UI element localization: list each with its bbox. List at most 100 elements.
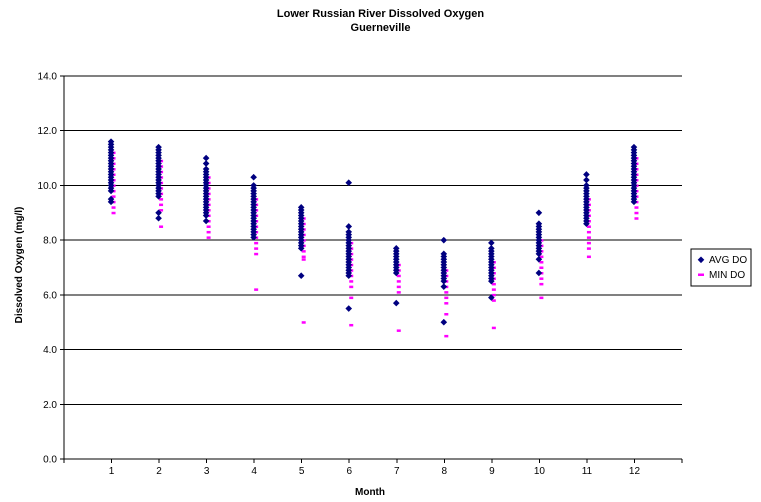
avg-do-point-41 <box>155 214 162 222</box>
min-do-point-123 <box>634 206 639 209</box>
avg-do-point-213 <box>630 198 638 206</box>
min-do-point-8 <box>111 195 116 198</box>
min-do-point-56 <box>301 321 306 324</box>
y-axis-label: Dissolved Oxygen (mg/l) <box>14 207 25 324</box>
avg-do-point-20 <box>107 198 115 206</box>
avg-do-point-101 <box>345 179 353 186</box>
x-tick-label-4: 5 <box>299 466 305 477</box>
min-do-point-124 <box>634 211 639 215</box>
x-tick-label-9: 10 <box>534 466 546 477</box>
min-do-point-21 <box>159 209 164 212</box>
chart-title: Lower Russian River Dissolved Oxygen <box>276 8 485 20</box>
min-do-point-20 <box>159 203 164 207</box>
avg-do-point-130 <box>392 269 400 277</box>
avg-do-point-83 <box>250 234 257 241</box>
min-do-point-98 <box>539 266 544 269</box>
x-tick-label-2: 3 <box>204 466 210 477</box>
avg-do-point-161 <box>535 209 543 217</box>
min-do-point-91 <box>491 299 496 302</box>
min-do-point-33 <box>206 230 211 234</box>
min-do-point-113 <box>586 255 591 259</box>
avg-do-point-39 <box>155 193 162 200</box>
avg-do-point-160 <box>488 294 495 301</box>
y-tick-label-0: 0.0 <box>43 455 57 466</box>
x-tick-label-7: 8 <box>442 466 448 477</box>
avg-do-point-131 <box>392 299 400 307</box>
legend-avg-do-label: AVG DO <box>709 255 747 266</box>
min-do-point-53 <box>301 250 306 253</box>
avg-do-point-132 <box>440 236 448 244</box>
axes <box>63 76 682 460</box>
x-axis-label: Month <box>355 487 385 498</box>
min-do-point-89 <box>491 288 496 291</box>
x-axis-ticks: 1 2 3 4 5 6 7 8 9 10 11 12 <box>63 459 683 477</box>
legend-min-do-label: MIN DO <box>709 270 745 281</box>
avg-do-point-146 <box>488 239 495 247</box>
legend-item-min-do: MIN DO <box>698 270 745 281</box>
y-tick-label-3: 6.0 <box>43 290 57 301</box>
series-min-do <box>111 151 639 338</box>
min-do-point-102 <box>539 296 544 300</box>
x-tick-label-10: 11 <box>582 466 593 477</box>
min-do-point-11 <box>111 211 116 215</box>
legend: AVG DO MIN DO <box>690 248 752 287</box>
avg-do-point-174 <box>535 255 543 263</box>
y-tick-label-2: 4.0 <box>43 345 57 356</box>
avg-do-point-61 <box>202 212 210 219</box>
avg-do-point-100 <box>297 272 305 280</box>
avg-do-point-120 <box>345 305 353 312</box>
avg-do-point-42 <box>202 154 210 162</box>
min-do-point-55 <box>301 258 306 261</box>
min-do-point-88 <box>491 282 496 286</box>
min-do-point-46 <box>254 288 259 291</box>
legend-min-do-marker <box>698 273 704 276</box>
min-do-point-81 <box>444 302 449 305</box>
y-tick-label-7: 14.0 <box>38 72 58 83</box>
avg-do-point-18 <box>107 187 115 195</box>
legend-avg-do-marker <box>697 256 705 264</box>
x-tick-label-11: 12 <box>629 466 641 477</box>
min-do-point-110 <box>586 236 591 239</box>
chart-subtitle: Guerneville <box>350 22 411 34</box>
avg-do-point-145 <box>440 318 448 326</box>
min-do-point-90 <box>491 293 496 297</box>
min-do-point-54 <box>301 255 306 259</box>
min-do-point-109 <box>586 230 591 234</box>
min-do-point-66 <box>349 296 354 300</box>
y-tick-label-6: 12.0 <box>38 126 58 137</box>
series-avg-do <box>107 138 638 326</box>
avg-do-point-144 <box>440 283 448 290</box>
min-do-point-80 <box>444 296 449 300</box>
avg-do-point-175 <box>535 269 543 277</box>
min-do-point-108 <box>586 225 591 228</box>
min-do-point-71 <box>396 280 401 283</box>
x-tick-label-0: 1 <box>109 466 115 477</box>
avg-do-point-176 <box>583 171 590 178</box>
avg-do-point-119 <box>345 272 353 280</box>
min-do-point-19 <box>159 198 164 201</box>
y-axis-ticks: 0.0 2.0 4.0 6.0 8.0 10.0 12.0 14.0 <box>38 72 64 466</box>
min-do-point-79 <box>444 291 449 294</box>
min-do-point-45 <box>254 252 259 256</box>
min-do-point-64 <box>349 280 354 283</box>
x-tick-label-1: 2 <box>156 466 162 477</box>
y-tick-label-5: 10.0 <box>38 181 58 192</box>
avg-do-point-40 <box>155 209 162 217</box>
min-do-point-101 <box>539 282 544 286</box>
legend-box <box>690 248 752 287</box>
x-tick-label-3: 4 <box>251 466 257 477</box>
y-tick-label-1: 2.0 <box>43 400 57 411</box>
min-do-point-34 <box>206 236 211 239</box>
x-tick-label-5: 6 <box>346 466 352 477</box>
min-do-point-44 <box>254 247 259 250</box>
min-do-point-74 <box>396 329 401 332</box>
min-do-point-22 <box>159 225 164 228</box>
min-do-point-72 <box>396 285 401 289</box>
min-do-point-73 <box>396 291 401 294</box>
x-tick-label-6: 7 <box>394 466 400 477</box>
min-do-point-82 <box>444 313 449 316</box>
min-do-point-83 <box>444 334 449 338</box>
y-tick-label-4: 8.0 <box>43 236 57 247</box>
avg-do-point-177 <box>583 176 590 184</box>
